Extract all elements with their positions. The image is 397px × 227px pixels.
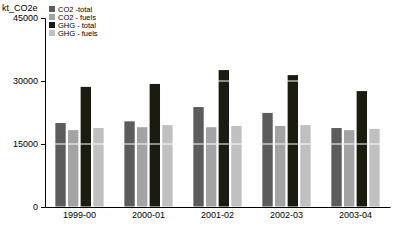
y-axis-line: [41, 19, 46, 208]
bar: [193, 107, 203, 207]
x-tick-label: 2000-01: [132, 210, 165, 220]
x-axis-line: [46, 207, 391, 208]
y-tick-mark: [41, 81, 45, 82]
grid-line: [45, 81, 390, 82]
bar: [262, 113, 272, 207]
y-tick: 15000: [13, 139, 45, 149]
y-tick-label: 30000: [13, 76, 38, 86]
y-axis: 0 15000 30000 45000: [13, 13, 46, 212]
bar: [300, 125, 310, 207]
y-tick-mark: [41, 18, 45, 19]
x-axis: 1999-00 2000-01 2001-02 2002-03 2003-04: [46, 207, 391, 220]
bar: [357, 91, 367, 207]
bar: [369, 129, 379, 207]
bar: [55, 123, 65, 207]
legend: CO2 -totalCO2 - fuelsGHG - totalGHG - fu…: [49, 5, 98, 38]
grid: [45, 18, 390, 207]
bar: [81, 87, 91, 207]
bar: [231, 126, 241, 207]
legend-entry: GHG - fuels: [49, 29, 98, 38]
x-tick: 2000-01: [132, 207, 165, 220]
y-tick: 0: [33, 202, 45, 212]
y-tick-label: 15000: [13, 139, 38, 149]
legend-swatch: [49, 22, 55, 28]
y-tick-label: 45000: [13, 13, 38, 23]
y-tick-mark: [41, 144, 45, 145]
bar: [124, 121, 134, 207]
bar: [150, 84, 160, 207]
x-tick-label: 1999-00: [63, 210, 96, 220]
y-tick: 45000: [13, 13, 45, 23]
bar: [344, 130, 354, 207]
x-tick-label: 2002-03: [270, 210, 303, 220]
x-tick-label: 2003-04: [339, 210, 372, 220]
bar: [93, 128, 103, 207]
x-tick: 2002-03: [270, 207, 303, 220]
plot: 0 15000 30000 45000 1999-00 2000-01 2001-02 200…: [13, 13, 391, 220]
y-tick: 30000: [13, 76, 45, 86]
bar: [219, 70, 229, 207]
grid-line: [45, 144, 390, 145]
x-tick-label: 2001-02: [201, 210, 234, 220]
x-tick: 1999-00: [63, 207, 96, 220]
bar: [137, 127, 147, 207]
legend-swatch: [49, 14, 55, 20]
bar: [288, 75, 298, 207]
bar: [331, 128, 341, 207]
x-tick: 2001-02: [201, 207, 234, 220]
x-tick: 2003-04: [339, 207, 372, 220]
legend-label: GHG - fuels: [58, 29, 98, 38]
y-tick-mark: [41, 207, 45, 208]
chart: 0 15000 30000 45000 1999-00 2000-01 2001-02 200…: [0, 0, 397, 227]
legend-swatch: [49, 6, 55, 12]
bar: [68, 130, 78, 207]
grid-line: [45, 18, 390, 19]
bar: [162, 125, 172, 207]
legend-swatch: [49, 30, 55, 36]
grid-line: [45, 207, 390, 208]
y-tick-label: 0: [33, 202, 38, 212]
y-axis-title: kt_CO2e: [2, 3, 38, 13]
bars: [55, 70, 379, 207]
bar: [275, 126, 285, 207]
bar: [206, 127, 216, 207]
